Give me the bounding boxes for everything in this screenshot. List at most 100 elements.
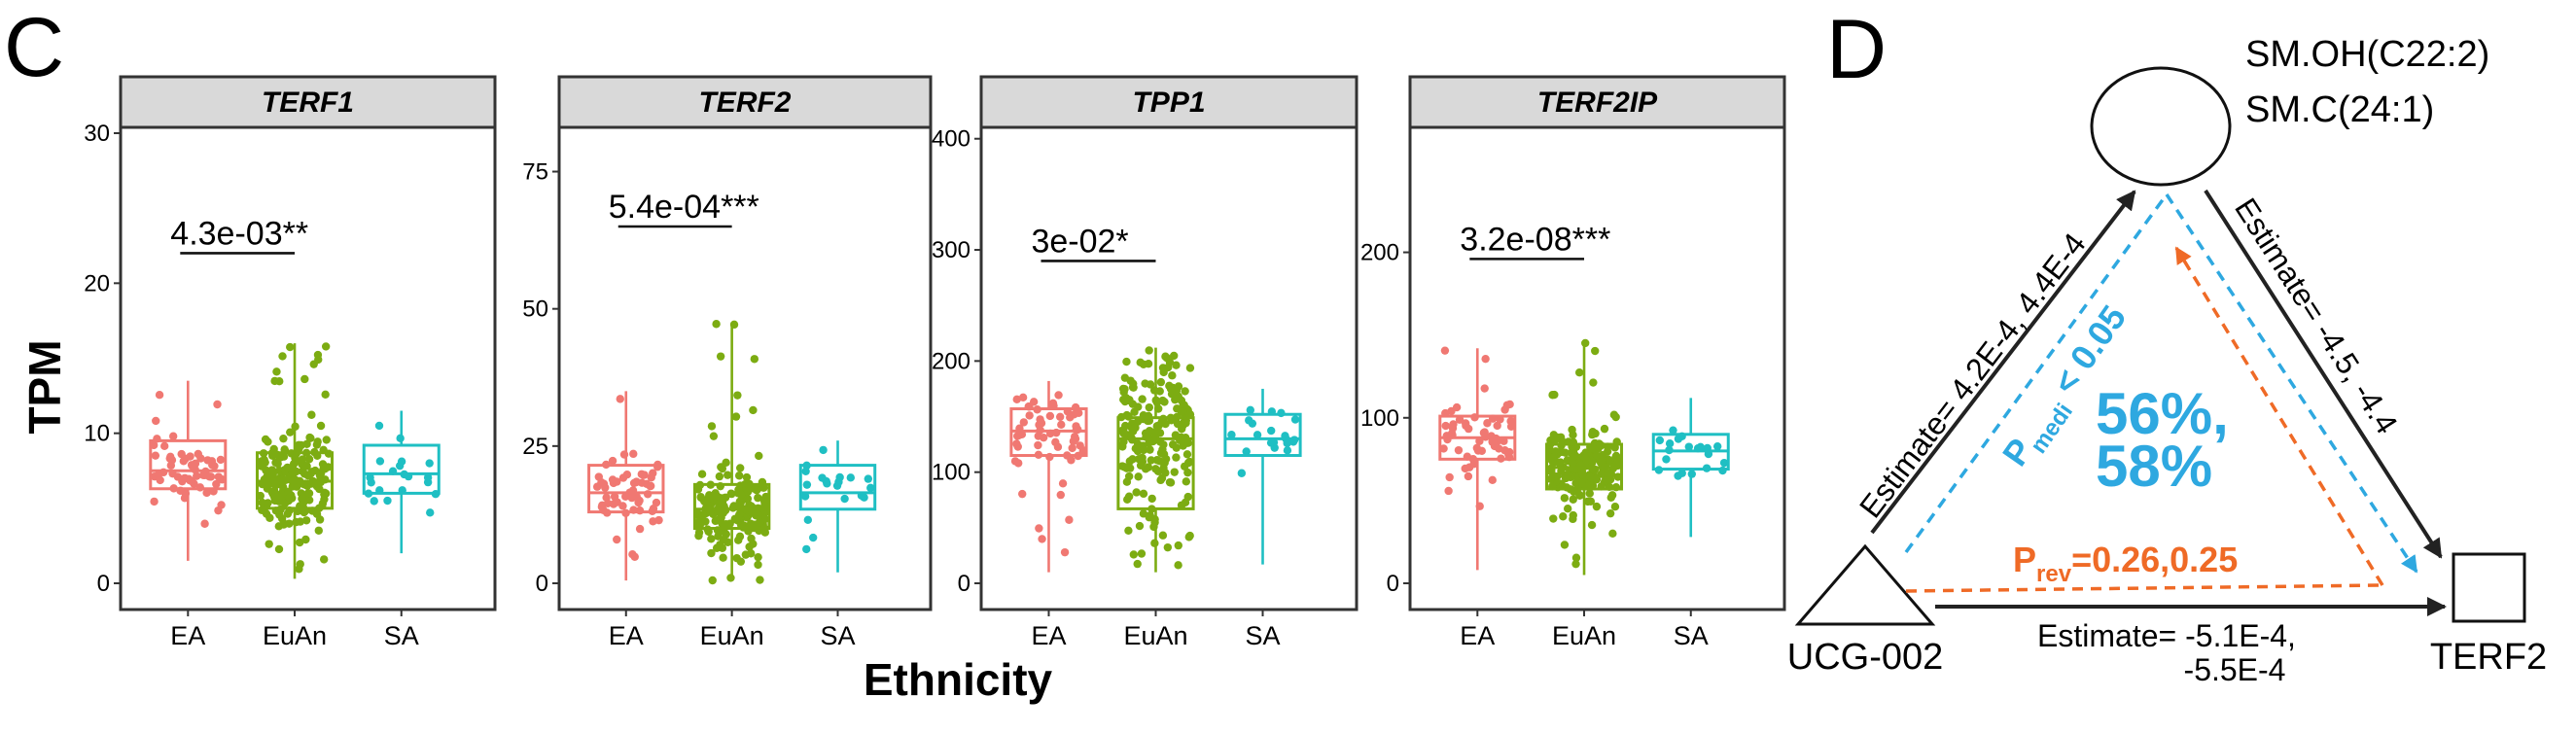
data-point bbox=[1117, 441, 1127, 450]
y-axis-title: TPM bbox=[19, 339, 70, 434]
data-point bbox=[1464, 463, 1474, 471]
data-point bbox=[168, 432, 178, 440]
data-point bbox=[274, 493, 284, 502]
p-rev-sub: rev bbox=[2036, 561, 2072, 587]
data-point bbox=[1568, 425, 1576, 435]
y-tick-label: 50 bbox=[522, 297, 548, 323]
data-point bbox=[1549, 514, 1558, 523]
data-point bbox=[1585, 489, 1594, 498]
data-point bbox=[1662, 455, 1671, 464]
outcome-node bbox=[2452, 552, 2526, 623]
data-point bbox=[1185, 531, 1194, 541]
data-point bbox=[272, 367, 281, 376]
x-tick-label: EA bbox=[1031, 621, 1066, 650]
significance-label: 4.3e-03** bbox=[170, 215, 308, 252]
data-point bbox=[1604, 468, 1612, 477]
data-point bbox=[179, 457, 189, 466]
data-point bbox=[213, 400, 222, 409]
data-point bbox=[1505, 447, 1514, 457]
data-point bbox=[316, 469, 326, 477]
data-point bbox=[635, 524, 645, 534]
data-point bbox=[1168, 371, 1177, 380]
data-point bbox=[1246, 405, 1255, 414]
data-point bbox=[321, 342, 331, 351]
data-point bbox=[151, 451, 160, 460]
data-point bbox=[599, 479, 609, 488]
p-rev-rest: =0.26,0.25 bbox=[2071, 540, 2238, 579]
data-point bbox=[1138, 395, 1147, 403]
outcome-label: TERF2 bbox=[2430, 637, 2547, 678]
data-point bbox=[1134, 472, 1143, 481]
data-point bbox=[1253, 431, 1262, 439]
data-point bbox=[1054, 391, 1063, 400]
data-point bbox=[1185, 364, 1195, 372]
data-point bbox=[1454, 445, 1464, 455]
data-point bbox=[1571, 553, 1581, 562]
data-point bbox=[1058, 479, 1068, 488]
mediator-to-outcome-arrow bbox=[2204, 189, 2443, 559]
data-point bbox=[711, 516, 720, 526]
data-point bbox=[1464, 471, 1473, 481]
data-point bbox=[1137, 549, 1147, 558]
data-point bbox=[730, 515, 740, 524]
data-point bbox=[613, 535, 621, 544]
y-tick-label: 0 bbox=[536, 571, 548, 597]
y-tick-label: 30 bbox=[84, 121, 110, 147]
y-tick-label: 200 bbox=[1360, 240, 1399, 266]
y-tick-label: 75 bbox=[522, 159, 548, 186]
data-point bbox=[1559, 512, 1568, 521]
data-point bbox=[1592, 502, 1602, 511]
data-point bbox=[322, 463, 331, 472]
data-point bbox=[866, 483, 875, 493]
data-point bbox=[1560, 541, 1570, 549]
data-point bbox=[1145, 426, 1154, 436]
data-point bbox=[1156, 377, 1166, 387]
data-point bbox=[622, 470, 632, 479]
data-point bbox=[621, 492, 630, 502]
data-point bbox=[1034, 440, 1042, 450]
data-point bbox=[295, 444, 303, 453]
exposure-node bbox=[1794, 543, 1936, 626]
data-point bbox=[321, 390, 330, 400]
data-point bbox=[1557, 447, 1566, 456]
data-point bbox=[314, 526, 323, 535]
data-point bbox=[840, 494, 849, 504]
data-point bbox=[1546, 474, 1555, 484]
data-point bbox=[159, 441, 169, 451]
data-point bbox=[1582, 456, 1591, 465]
mediator-node bbox=[2090, 66, 2232, 187]
data-point bbox=[1180, 440, 1188, 449]
data-point bbox=[1128, 455, 1137, 464]
data-point bbox=[1122, 357, 1131, 366]
y-tick-label: 100 bbox=[1360, 405, 1399, 432]
x-tick-label: EA bbox=[170, 621, 205, 650]
data-point bbox=[286, 428, 295, 436]
data-point bbox=[1578, 470, 1587, 479]
data-point bbox=[718, 543, 727, 552]
plot-panel bbox=[119, 125, 497, 611]
y-tick-label: 25 bbox=[522, 434, 548, 460]
data-point bbox=[1179, 401, 1187, 410]
data-point bbox=[1588, 427, 1598, 436]
data-point bbox=[1136, 358, 1145, 366]
data-point bbox=[1606, 493, 1615, 503]
data-point bbox=[1481, 354, 1490, 364]
facet-title: TERF2IP bbox=[1537, 87, 1658, 119]
panel-c-letter: C bbox=[4, 1, 64, 94]
data-point bbox=[719, 536, 728, 544]
data-point bbox=[1483, 419, 1492, 428]
data-point bbox=[1158, 531, 1168, 540]
data-point bbox=[736, 557, 746, 566]
data-point bbox=[1166, 478, 1176, 487]
data-point bbox=[736, 490, 746, 499]
data-point bbox=[1577, 478, 1586, 488]
data-point bbox=[1568, 459, 1577, 468]
data-point bbox=[608, 456, 618, 466]
data-point bbox=[749, 540, 758, 548]
data-point bbox=[1227, 431, 1236, 439]
data-point bbox=[178, 476, 187, 486]
box-iqr bbox=[1223, 412, 1302, 458]
data-point bbox=[1171, 431, 1181, 439]
data-point bbox=[1444, 486, 1453, 496]
significance-label: 3.2e-08*** bbox=[1460, 221, 1610, 258]
